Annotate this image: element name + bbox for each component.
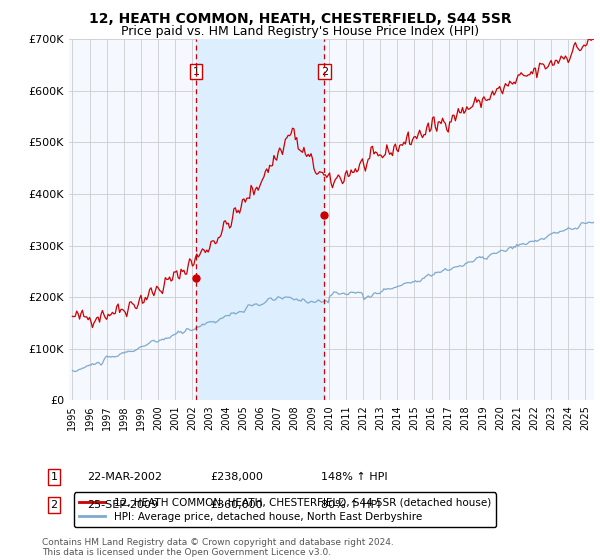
Text: 22-MAR-2002: 22-MAR-2002 [87,472,162,482]
Text: 25-SEP-2009: 25-SEP-2009 [87,500,158,510]
Bar [196,39,325,400]
Text: 80% ↑ HPI: 80% ↑ HPI [321,500,380,510]
Text: 148% ↑ HPI: 148% ↑ HPI [321,472,388,482]
Text: 2: 2 [321,67,328,77]
Text: Price paid vs. HM Land Registry's House Price Index (HPI): Price paid vs. HM Land Registry's House … [121,25,479,38]
Text: 2: 2 [50,500,58,510]
Text: £238,000: £238,000 [210,472,263,482]
Legend: 12, HEATH COMMON, HEATH, CHESTERFIELD, S44 5SR (detached house), HPI: Average pr: 12, HEATH COMMON, HEATH, CHESTERFIELD, S… [74,492,496,527]
Text: 1: 1 [50,472,58,482]
Text: 1: 1 [193,67,199,77]
Text: Contains HM Land Registry data © Crown copyright and database right 2024.
This d: Contains HM Land Registry data © Crown c… [42,538,394,557]
Text: 12, HEATH COMMON, HEATH, CHESTERFIELD, S44 5SR: 12, HEATH COMMON, HEATH, CHESTERFIELD, S… [89,12,511,26]
Text: £360,000: £360,000 [210,500,263,510]
